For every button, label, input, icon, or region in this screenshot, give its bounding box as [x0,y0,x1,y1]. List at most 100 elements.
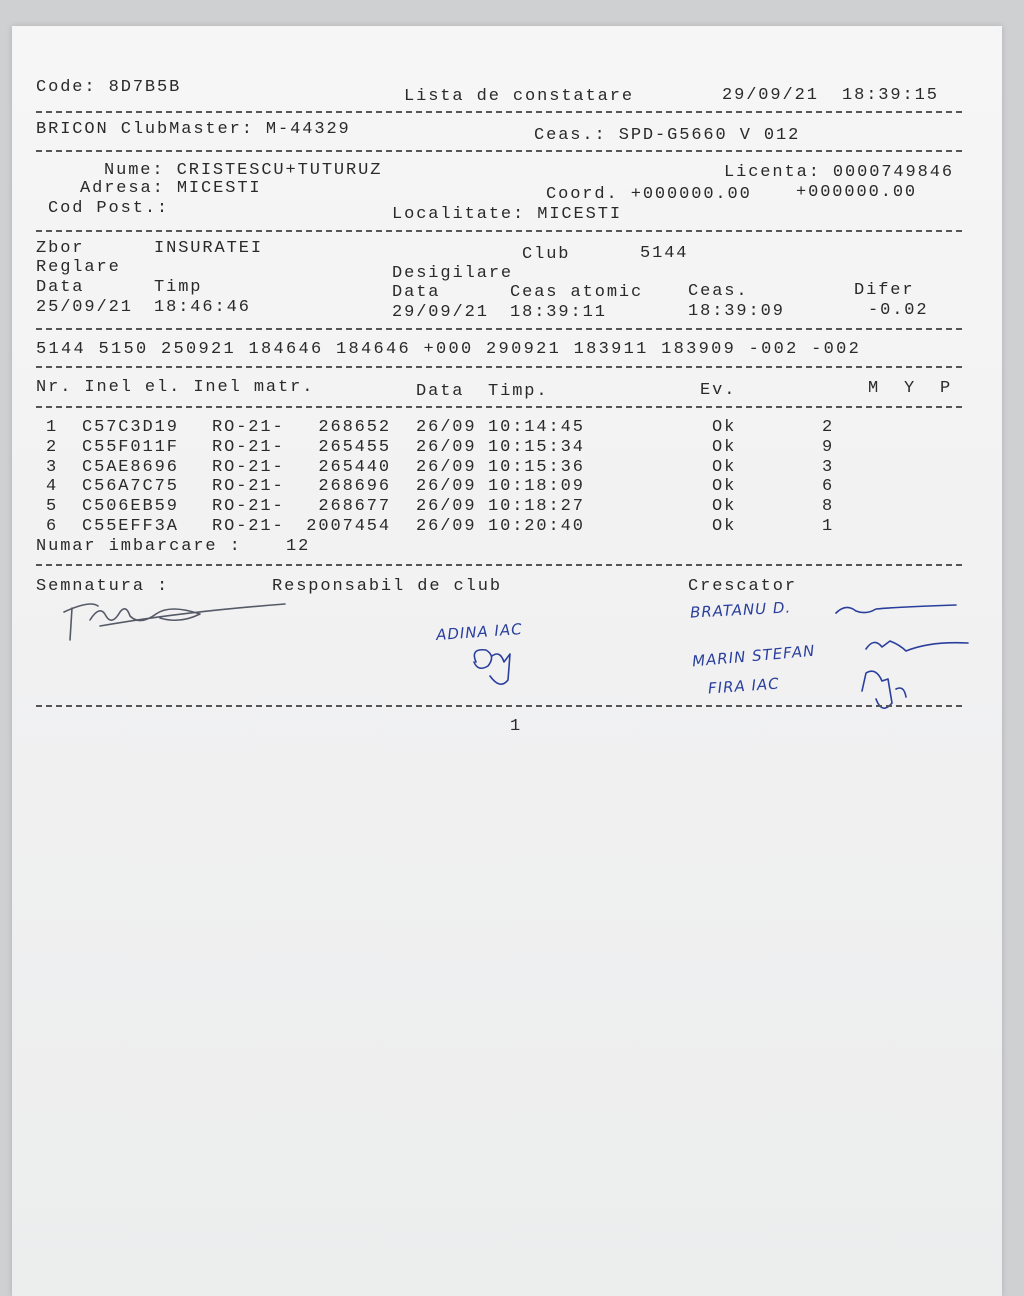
locality: Localitate: MICESTI [392,205,622,224]
club-responsible-label: Responsabil de club [272,577,502,596]
cell-inel-el: C55EFF3A [82,517,179,536]
code: Code: 8D7B5B [36,78,182,97]
divider [36,150,962,152]
clock-label: Ceas. [688,282,749,301]
cell-prefix: RO-21- [212,477,285,497]
atomic-clock-label: Ceas atomic [510,283,644,302]
zbor-value: INSURATEI [154,239,263,258]
cell-ev: Ok [712,457,737,477]
header-date: Data [416,382,465,401]
cell-date: 26/09 [416,517,477,536]
cell-ev: Ok [712,497,737,517]
cell-date: 26/09 [416,497,477,517]
club-responsible-signature [473,648,511,685]
reglare-time: 18:46:46 [154,298,251,317]
breeder-signatures [835,604,969,709]
zbor-label: Zbor [36,239,85,258]
clock-id: Ceas.: SPD-G5660 V 012 [534,126,801,145]
owner-address: Adresa: MICESTI [80,179,262,198]
club-label: Club [522,245,571,264]
divider [36,111,962,113]
cell-inel-el: C56A7C75 [82,477,179,497]
coord-y: +000000.00 [796,183,918,202]
cell-matr: 268677 [318,497,391,517]
divider [36,406,962,408]
print-date: 29/09/21 [722,86,819,105]
breeder-label: Crescator [688,577,797,596]
signature-label: Semnatura : [36,577,170,596]
cell-matr: 268652 [318,418,391,437]
boarding-label: Numar imbarcare : [36,537,242,556]
divider [36,564,962,566]
cell-p: 9 [822,437,835,457]
document-title: Lista de constatare [404,87,634,106]
cell-inel-el: C5AE8696 [82,457,179,477]
cell-inel-el: C55F011F [82,437,179,457]
postal-code: Cod Post.: [48,199,170,218]
print-time: 18:39:15 [842,86,939,105]
cell-prefix: RO-21- [212,418,285,437]
cell-inel-el: C506EB59 [82,497,179,517]
cell-nr: 2 [46,437,59,457]
cell-time: 10:18:27 [488,497,585,517]
cell-ev: Ok [712,517,737,536]
cell-time: 10:14:45 [488,418,585,437]
header-rings: Nr. Inel el. Inel matr. [36,378,315,397]
boarding-value: 12 [286,537,311,556]
divider [36,366,962,368]
license: Licenta: 0000749846 [724,163,954,182]
cell-ev: Ok [712,477,737,497]
atomic-clock-time: 18:39:11 [510,303,607,322]
cell-matr: 2007454 [306,517,391,536]
reglare-date: 25/09/21 [36,298,133,317]
page-number: 1 [510,717,523,736]
owner-name: Nume: CRISTESCU+TUTURUZ [104,161,383,180]
data-label: Data [36,278,85,297]
header-m: M [868,379,881,398]
document-page [12,26,1002,1296]
cell-nr: 6 [46,517,59,536]
cell-p: 2 [822,418,835,437]
cell-time: 10:15:34 [488,437,585,457]
cell-prefix: RO-21- [212,497,285,517]
header-p: P [940,379,953,398]
header-time: Timp. [488,382,549,401]
header-ev: Ev. [700,381,737,400]
desigilare-date: 29/09/21 [392,303,489,322]
cell-date: 26/09 [416,437,477,457]
cell-nr: 4 [46,477,59,497]
cell-p: 8 [822,497,835,517]
timp-label: Timp [154,278,203,297]
cell-time: 10:15:36 [488,457,585,477]
coord-x: Coord. +000000.00 [546,185,752,204]
reglare-label: Reglare [36,258,121,277]
club-value: 5144 [640,244,689,263]
cell-p: 6 [822,477,835,497]
divider [36,230,962,232]
cell-p: 1 [822,517,835,536]
divider [36,705,962,707]
difference-value: -0.02 [868,301,929,320]
divider [36,328,962,330]
cell-matr: 265440 [318,457,391,477]
cell-matr: 268696 [318,477,391,497]
cell-prefix: RO-21- [212,457,285,477]
data-label: Data [392,283,441,302]
cell-prefix: RO-21- [212,437,285,457]
cell-matr: 265455 [318,437,391,457]
cell-nr: 3 [46,457,59,477]
cell-time: 10:18:09 [488,477,585,497]
cell-nr: 5 [46,497,59,517]
clock-time: 18:39:09 [688,302,785,321]
cell-date: 26/09 [416,418,477,437]
code-line: 5144 5150 250921 184646 184646 +000 2909… [36,340,862,359]
cell-ev: Ok [712,437,737,457]
cell-nr: 1 [46,418,59,437]
difference-label: Difer [854,281,915,300]
cell-inel-el: C57C3D19 [82,418,179,437]
cell-time: 10:20:40 [488,517,585,536]
clubmaster-id: BRICON ClubMaster: M-44329 [36,120,351,139]
desigilare-label: Desigilare [392,264,514,283]
cell-date: 26/09 [416,457,477,477]
signature-handwritten [63,603,286,641]
